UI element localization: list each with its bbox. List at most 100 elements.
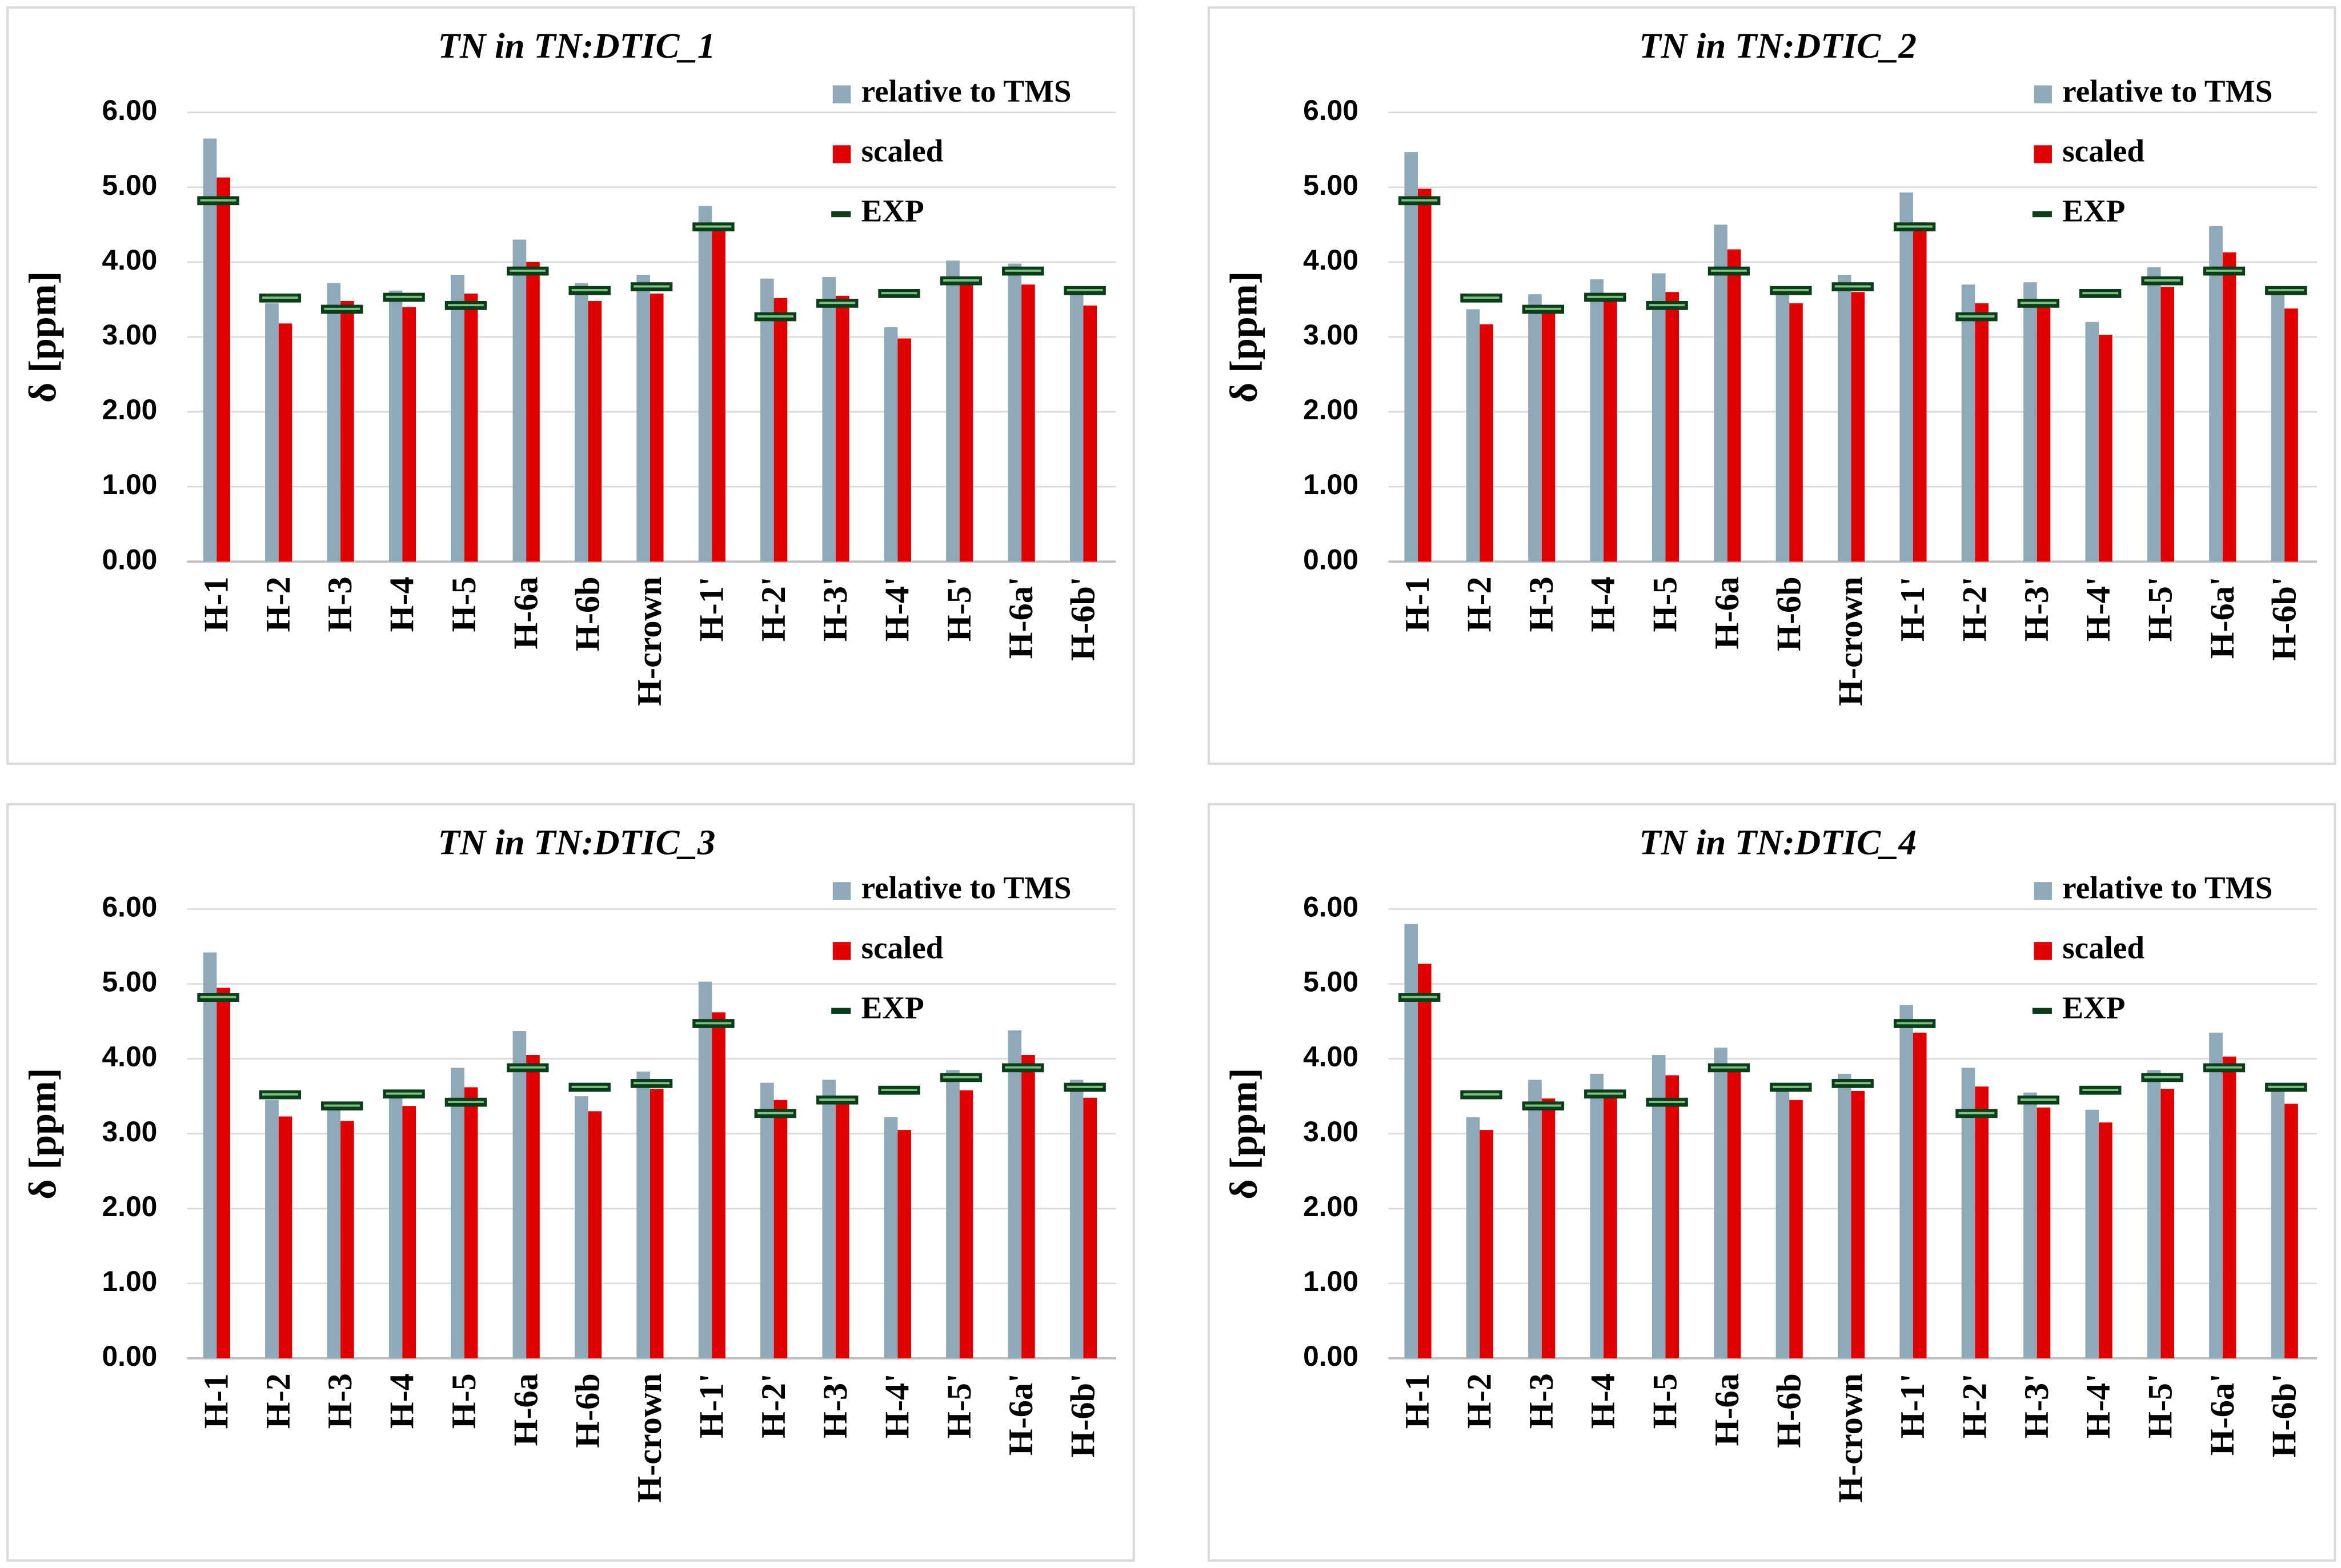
exp-marker-highlight — [2206, 1066, 2242, 1069]
bar — [2037, 302, 2051, 562]
x-tick-label: H-6a' — [2203, 576, 2242, 659]
x-tick-label: H-1 — [197, 1373, 235, 1429]
y-tick-label: 5.00 — [1303, 966, 1358, 998]
x-tick-label: H-1 — [197, 576, 235, 632]
x-tick-label: H-6b' — [1064, 576, 1103, 660]
x-tick-label: H-3' — [816, 1373, 855, 1438]
bar — [265, 303, 279, 562]
x-tick-label: H-crown — [631, 576, 669, 706]
bar — [1727, 249, 1741, 562]
panel-border — [1207, 6, 2336, 765]
exp-marker-highlight — [324, 307, 360, 310]
x-tick-label: H-2' — [755, 576, 793, 641]
legend-label: scaled — [2062, 930, 2144, 965]
bar — [451, 275, 464, 562]
x-tick-label: H-5 — [445, 1373, 483, 1429]
bar — [1727, 1070, 1741, 1358]
y-tick-label: 3.00 — [102, 1116, 157, 1148]
x-tick-label: H-crown — [631, 1373, 669, 1503]
legend-label: EXP — [861, 990, 924, 1025]
bar — [1775, 288, 1790, 562]
bar — [2222, 252, 2236, 562]
bar — [822, 1080, 836, 1358]
bar — [2284, 1104, 2298, 1358]
exp-marker-highlight — [1958, 315, 1995, 318]
y-tick-label: 1.00 — [1303, 1265, 1358, 1297]
bar — [946, 260, 960, 562]
x-tick-label: H-6a' — [1002, 1373, 1040, 1455]
exp-marker-highlight — [1587, 1092, 1624, 1095]
bar — [574, 1096, 588, 1358]
legend-label: relative to TMS — [2062, 871, 2272, 905]
exp-marker-highlight — [1067, 1085, 1103, 1088]
x-tick-label: H-5 — [1646, 576, 1685, 632]
y-tick-label: 6.00 — [102, 891, 157, 923]
exp-marker-highlight — [634, 285, 670, 288]
x-tick-label: H-6a — [507, 576, 545, 649]
bar — [574, 283, 588, 562]
x-tick-label: H-4' — [2079, 1373, 2118, 1438]
x-tick-label: H-4 — [1584, 1373, 1622, 1429]
exp-marker-highlight — [1649, 1101, 1685, 1103]
exp-marker-highlight — [881, 292, 917, 295]
exp-marker-highlight — [1005, 269, 1041, 272]
y-tick-label: 1.00 — [102, 1265, 157, 1297]
x-tick-label: H-6a' — [1002, 576, 1040, 659]
bar — [1083, 1097, 1097, 1358]
bar — [388, 1092, 403, 1358]
x-tick-label: H-2' — [1955, 576, 1994, 641]
bar — [1590, 1073, 1604, 1358]
legend-label: relative to TMS — [2062, 74, 2272, 109]
legend-label: relative to TMS — [861, 871, 1072, 905]
bar — [1528, 294, 1542, 562]
exp-marker-highlight — [1525, 1104, 1561, 1107]
y-axis-label: δ [ppm] — [1222, 271, 1265, 403]
bar — [1975, 1086, 1989, 1358]
bar — [278, 323, 292, 562]
bar — [773, 298, 788, 562]
x-tick-label: H-6b — [1770, 576, 1808, 651]
x-tick-label: H-3 — [1522, 576, 1561, 632]
x-tick-label: H-6b — [569, 1373, 607, 1448]
exp-marker-highlight — [1463, 296, 1500, 299]
exp-marker-highlight — [1773, 1085, 1809, 1088]
bar — [2271, 290, 2285, 562]
x-tick-label: H-4' — [878, 576, 916, 641]
legend-swatch — [2034, 145, 2052, 163]
bar — [1590, 279, 1604, 562]
chart-panel: TN in TN:DTIC_2 δ [ppm] 0.00 1.00 2.00 3.00 4.… — [1207, 6, 2336, 765]
bar — [340, 1121, 354, 1358]
bar — [698, 206, 712, 562]
exp-marker-highlight — [1897, 225, 1933, 228]
bar — [1961, 1068, 1975, 1358]
x-tick-label: H-5 — [1646, 1373, 1685, 1429]
x-tick-label: H-6b — [569, 576, 607, 651]
bar — [636, 1071, 650, 1358]
exp-marker-highlight — [200, 996, 236, 998]
bar — [1665, 1075, 1679, 1358]
exp-marker-highlight — [2020, 1098, 2057, 1101]
bar — [2209, 1032, 2223, 1358]
bar — [1083, 305, 1097, 562]
bar — [1541, 311, 1556, 562]
chart-title: TN in TN:DTIC_3 — [438, 823, 716, 863]
legend-label: EXP — [861, 194, 924, 228]
bar — [512, 239, 527, 562]
y-tick-label: 2.00 — [102, 394, 157, 426]
bar — [1008, 1030, 1022, 1358]
bar — [2085, 322, 2099, 562]
exp-marker-highlight — [819, 1098, 856, 1101]
x-tick-label: H-1' — [1894, 1373, 1932, 1438]
exp-marker-highlight — [510, 269, 546, 272]
y-tick-label: 6.00 — [102, 94, 157, 126]
bar — [1418, 964, 1432, 1358]
bar — [2023, 1092, 2037, 1358]
bar — [2099, 1122, 2112, 1358]
bar — [1604, 1092, 1617, 1358]
bar — [946, 1070, 960, 1358]
bar — [959, 1090, 973, 1358]
legend-swatch — [831, 1008, 851, 1014]
bar — [388, 290, 403, 562]
legend-swatch — [831, 211, 851, 218]
